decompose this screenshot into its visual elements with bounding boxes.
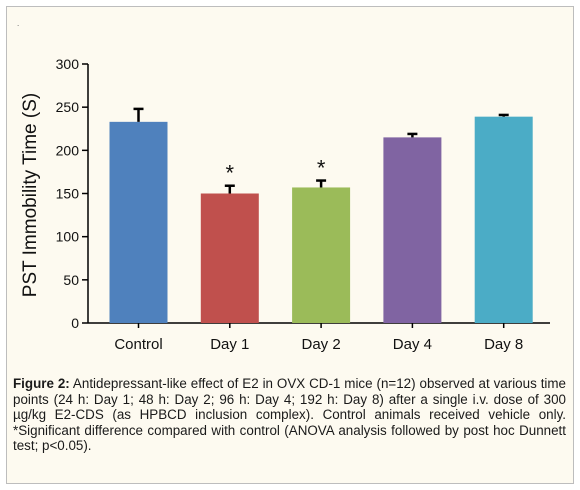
corner-mark: . <box>17 19 20 28</box>
caption-text: Antidepressant-like effect of E2 in OVX … <box>13 376 566 454</box>
bar-day-1 <box>200 193 259 323</box>
significance-marker: * <box>226 161 235 186</box>
significance-marker: * <box>317 156 326 181</box>
y-tick-label: 0 <box>71 315 79 331</box>
figure-caption: Figure 2: Antidepressant-like effect of … <box>13 376 566 454</box>
x-tick-label: Day 4 <box>393 336 432 353</box>
y-tick-label: 300 <box>56 56 80 72</box>
bar-control <box>109 121 168 324</box>
x-tick-label: Day 1 <box>210 336 249 353</box>
y-tick-label: 200 <box>56 142 80 158</box>
bar-day-2 <box>292 187 351 323</box>
y-tick-label: 100 <box>56 229 80 245</box>
x-tick-label: Control <box>114 336 162 353</box>
y-tick-label: 250 <box>56 99 80 115</box>
caption-label: Figure 2: <box>13 376 70 391</box>
x-tick-label: Day 8 <box>484 336 523 353</box>
bars: * * <box>109 107 533 324</box>
y-axis-label: PST Immobility Time (S) <box>20 93 41 297</box>
bar-day-4 <box>383 137 442 323</box>
y-tick-label: 50 <box>63 272 79 288</box>
y-tick-label: 150 <box>56 186 80 202</box>
axes: 0 50 100 150 200 250 300 Control Day 1 Day 2 Day 4… <box>56 56 550 353</box>
bar-chart: PST Immobility Time (S) 0 50 100 150 200 250 3… <box>20 56 550 353</box>
x-tick-label: Day 2 <box>302 336 341 353</box>
bar-day-8 <box>474 116 533 323</box>
